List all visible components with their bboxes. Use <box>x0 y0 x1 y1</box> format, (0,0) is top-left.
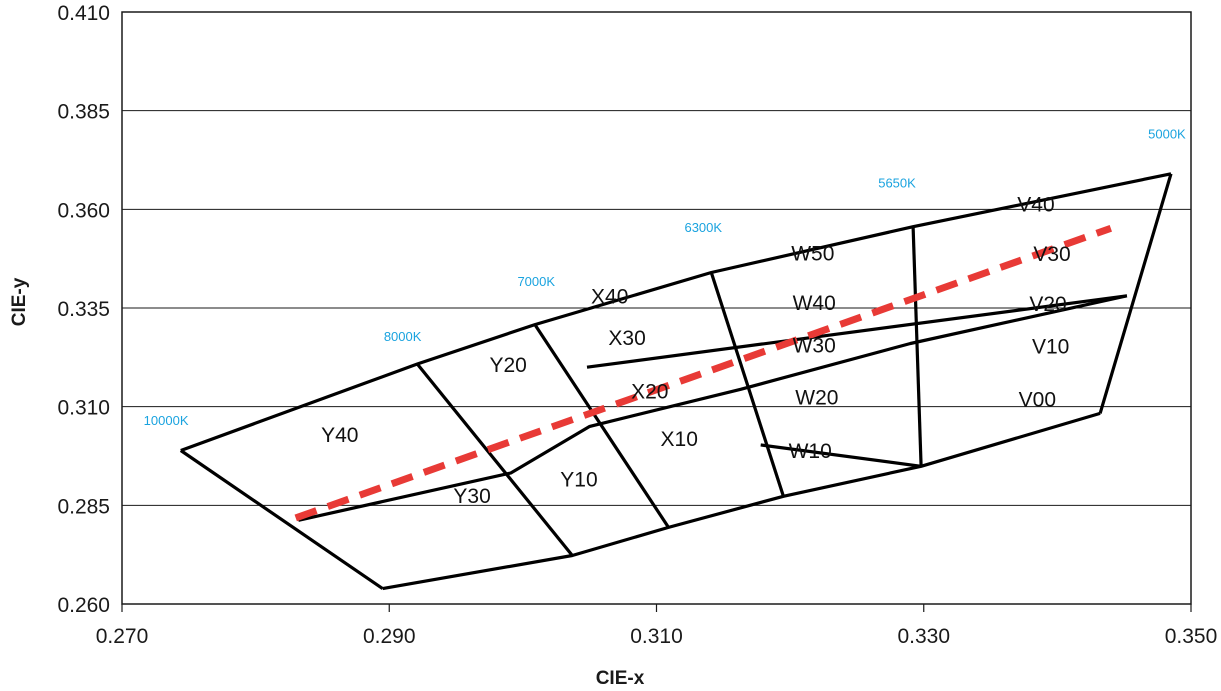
axes: 0.260 0.285 0.310 0.335 0.360 0.385 0.410 0.270… <box>57 2 1217 648</box>
cct-label-7000k: 7000K <box>517 274 555 289</box>
bin-grid-line <box>179 449 384 590</box>
y-tick-label: 0.410 <box>57 2 110 25</box>
bin-grid-line <box>586 294 1128 369</box>
bin-label-v40: V40 <box>1017 193 1054 216</box>
y-tick-label: 0.360 <box>57 199 110 222</box>
x-tick-label: 0.290 <box>363 625 416 648</box>
x-tick-label: 0.330 <box>897 625 950 648</box>
y-axis-title: CIE-y <box>9 277 30 326</box>
bin-grid-line <box>180 172 1172 453</box>
bin-label-y30: Y30 <box>453 485 490 508</box>
cct-label-6300k: 6300K <box>684 220 722 235</box>
cct-label-10000k: 10000K <box>144 413 189 428</box>
bin-labels: Y40 Y30 Y20 Y10 X40 X30 X20 X10 W50 W40 W30 W20 W10 V… <box>321 193 1071 508</box>
y-tick-label: 0.385 <box>57 101 110 124</box>
bin-label-x30: X30 <box>608 327 645 350</box>
bin-label-y10: Y10 <box>560 468 597 491</box>
y-tick-label: 0.310 <box>57 397 110 420</box>
bin-grid-line <box>1098 173 1173 414</box>
bin-label-y20: Y20 <box>489 354 526 377</box>
x-axis-title: CIE-x <box>596 668 645 689</box>
y-tick-label: 0.260 <box>57 594 110 617</box>
bin-label-w50: W50 <box>791 243 834 266</box>
bin-label-w10: W10 <box>789 440 832 463</box>
bin-label-w30: W30 <box>793 335 836 358</box>
bin-label-w20: W20 <box>795 386 838 409</box>
cct-label-5000k: 5000K <box>1148 127 1186 142</box>
x-tick-label: 0.270 <box>96 625 149 648</box>
dashed-line <box>294 224 1112 522</box>
bin-grid-line <box>533 323 670 529</box>
bin-grid-line <box>382 411 1101 591</box>
bin-grid-lines <box>179 172 1173 591</box>
bin-label-w40: W40 <box>793 292 836 315</box>
bin-label-x40: X40 <box>591 285 628 308</box>
bin-label-x10: X10 <box>661 428 698 451</box>
bin-label-v30: V30 <box>1033 243 1070 266</box>
dashed-line-layer <box>294 224 1112 522</box>
bin-grid-line <box>709 272 785 497</box>
bin-grid-line <box>911 226 923 467</box>
bin-grid-line <box>298 294 1128 522</box>
plot-frame <box>121 11 1192 605</box>
bin-label-v20: V20 <box>1029 293 1066 316</box>
y-tick-label: 0.335 <box>57 298 110 321</box>
cct-label-5650k: 5650K <box>878 176 916 191</box>
bin-label-y40: Y40 <box>321 424 358 447</box>
bin-label-v10: V10 <box>1032 335 1069 358</box>
y-tick-label: 0.285 <box>57 495 110 518</box>
cct-labels: 10000K 8000K 7000K 6300K 5650K 5000K <box>144 127 1186 428</box>
x-tick-label: 0.350 <box>1165 625 1218 648</box>
cct-label-8000k: 8000K <box>384 329 422 344</box>
bin-label-x20: X20 <box>631 380 668 403</box>
bin-label-v00: V00 <box>1019 388 1056 411</box>
x-tick-label: 0.310 <box>630 625 683 648</box>
bin-grid-line <box>760 443 922 468</box>
bin-grid-line <box>416 362 574 557</box>
